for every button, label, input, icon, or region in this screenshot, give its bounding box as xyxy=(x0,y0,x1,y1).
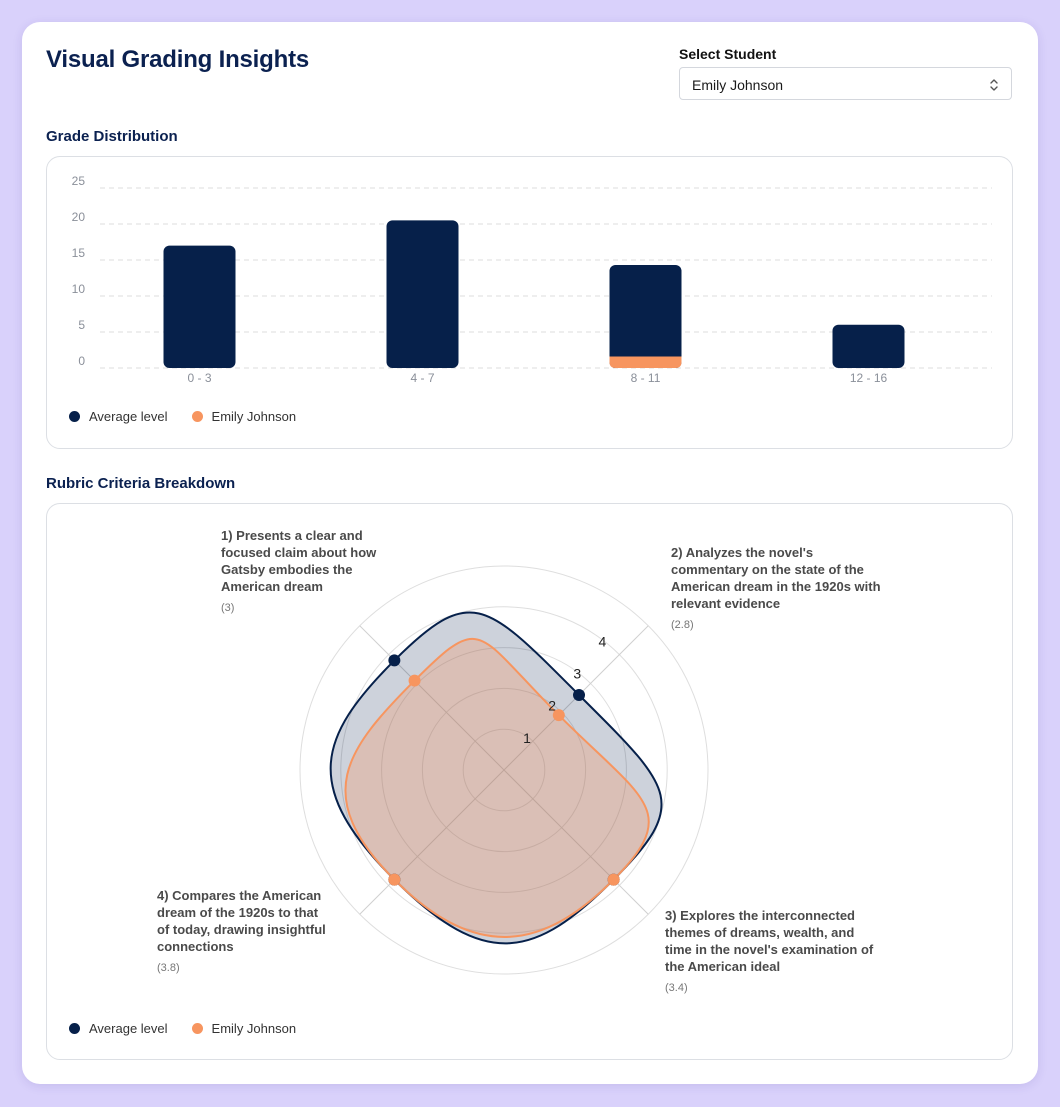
rubric-legend-average-label: Average level xyxy=(89,1021,168,1036)
radar-point-student xyxy=(552,709,565,722)
legend-student-label: Emily Johnson xyxy=(211,409,297,424)
radar-point-average xyxy=(388,654,401,667)
legend-item-student: Emily Johnson xyxy=(191,409,297,424)
rubric-legend: Average level Emily Johnson xyxy=(69,1021,320,1036)
legend-average-label: Average level xyxy=(89,409,168,424)
radar-axis-line xyxy=(503,769,649,915)
radar-axis-line xyxy=(359,625,505,771)
x-tick-label: 0 - 3 xyxy=(187,371,211,385)
bar-average xyxy=(386,220,459,368)
radar-axis-label: 1) Presents a clear and focused claim abo… xyxy=(221,528,377,594)
radar-axis-value: (2.8) xyxy=(671,619,694,631)
radar-axis-line xyxy=(359,769,505,915)
bar-average xyxy=(609,265,682,368)
radar-point-average xyxy=(573,688,586,701)
radar-grid-ring xyxy=(299,565,709,975)
y-tick-label: 10 xyxy=(72,282,86,296)
page-title: Visual Grading Insights xyxy=(46,46,310,73)
y-tick-label: 20 xyxy=(72,210,86,224)
radar-point-student xyxy=(607,873,620,886)
rubric-legend-item-average: Average level xyxy=(69,1021,168,1036)
radar-axis-label: 4) Compares the American dream of the 192… xyxy=(157,888,326,954)
chevron-up-down-icon xyxy=(990,79,998,91)
radar-grid-ring xyxy=(421,687,587,853)
rubric-legend-item-student: Emily Johnson xyxy=(191,1021,297,1036)
student-select-value: Emily Johnson xyxy=(692,77,784,93)
radar-axis-label: 3) Explores the interconnected themes of … xyxy=(665,908,874,974)
radar-tick-label: 3 xyxy=(573,666,581,682)
rubric-legend-average-dot xyxy=(69,1023,80,1034)
rubric-legend-student-dot xyxy=(191,1023,203,1034)
radar-grid-ring xyxy=(381,647,627,893)
radar-point-student xyxy=(408,674,421,687)
y-tick-label: 25 xyxy=(72,174,86,188)
insights-card: Visual Grading Insights Select Student E… xyxy=(22,22,1038,1084)
student-select[interactable]: Emily Johnson xyxy=(679,67,1012,100)
y-tick-label: 15 xyxy=(72,246,86,260)
y-tick-label: 5 xyxy=(78,318,85,332)
x-tick-label: 8 - 11 xyxy=(631,371,661,385)
rubric-legend-student-label: Emily Johnson xyxy=(211,1021,297,1036)
x-tick-label: 4 - 7 xyxy=(410,371,434,385)
rubric-radar-chart: 1 2 3 4 1) Presents a clear and focused claim… xyxy=(157,528,881,994)
legend-average-dot xyxy=(69,411,80,422)
radar-axis-label: 2) Analyzes the novel's commentary on the… xyxy=(671,545,881,611)
bar-average xyxy=(163,245,236,368)
radar-tick-label: 4 xyxy=(598,633,606,649)
radar-grid-ring xyxy=(462,728,546,812)
bar-student xyxy=(609,356,682,368)
bar-average xyxy=(832,324,905,368)
legend-item-average: Average level xyxy=(69,409,168,424)
y-tick-label: 0 xyxy=(78,354,85,368)
rubric-breakdown-title: Rubric Criteria Breakdown xyxy=(46,475,236,492)
radar-axis-value: (3) xyxy=(221,602,234,614)
radar-tick-label: 1 xyxy=(523,730,531,746)
radar-axis-value: (3.8) xyxy=(157,962,180,974)
legend-student-dot xyxy=(191,411,203,422)
select-student-label: Select Student xyxy=(679,46,777,62)
grade-distribution-title: Grade Distribution xyxy=(46,128,178,145)
grade-distribution-legend: Average level Emily Johnson xyxy=(69,409,320,424)
x-tick-label: 12 - 16 xyxy=(850,371,888,385)
radar-tick-label: 2 xyxy=(548,698,556,714)
radar-axis-value: (3.4) xyxy=(665,982,688,994)
grade-distribution-panel: 0 5 10 15 20 25 0 - 3 4 - 7 8 - 11 12 - 16 Averag… xyxy=(46,156,1013,449)
radar-grid-ring xyxy=(340,606,668,934)
radar-point-student xyxy=(388,873,401,886)
rubric-breakdown-panel: 1 2 3 4 1) Presents a clear and focused claim… xyxy=(46,503,1013,1060)
grade-distribution-chart: 0 5 10 15 20 25 0 - 3 4 - 7 8 - 11 12 - 16 xyxy=(72,174,992,385)
